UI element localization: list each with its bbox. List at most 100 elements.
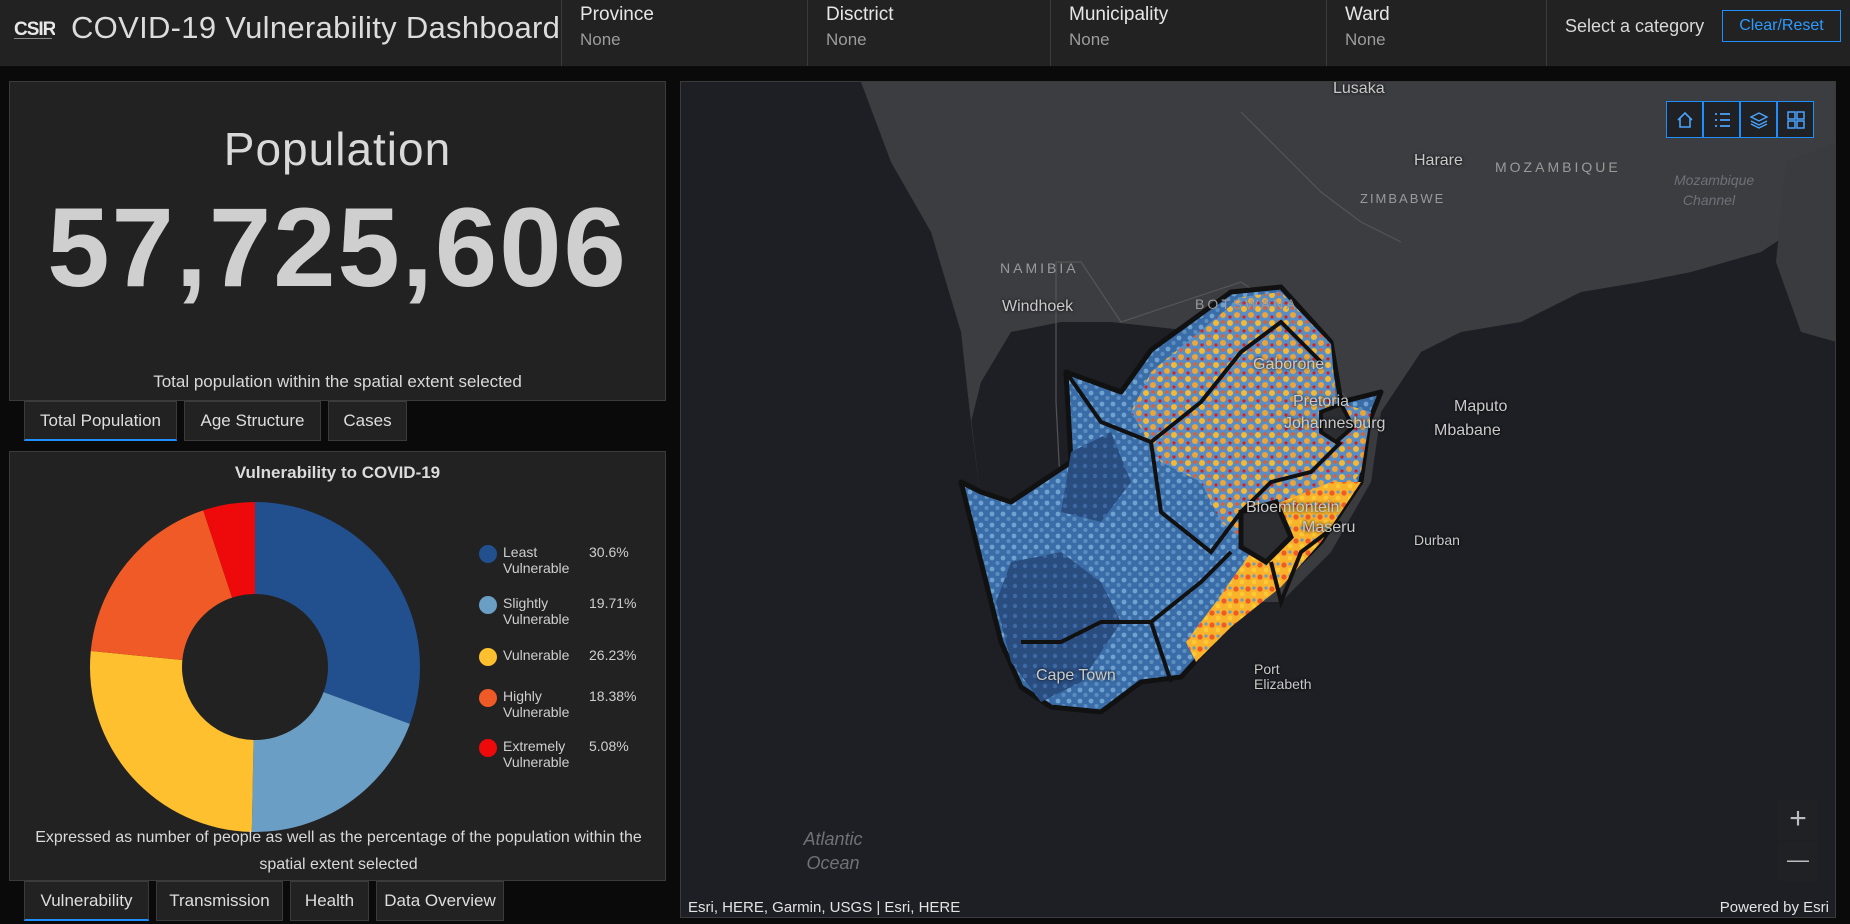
donut-slice-highly-vulnerable[interactable] — [90, 510, 233, 660]
population-panel: Population 57,725,606 Total population w… — [9, 81, 666, 401]
legend-swatch-slightly — [479, 596, 497, 614]
province-borders — [1064, 319, 1323, 445]
legend-pct-slightly: 19.71% — [589, 595, 637, 611]
zoom-in-button[interactable]: + — [1778, 800, 1818, 840]
map-label-maputo: Maputo — [1454, 398, 1508, 415]
map-label-johannesburg: Johannesburg — [1284, 415, 1386, 432]
municipality-value: None — [1069, 30, 1110, 49]
legend-pct-extremely: 5.08% — [589, 738, 629, 754]
district-value: None — [826, 30, 867, 49]
eswatini — [1319, 401, 1356, 445]
home-button[interactable] — [1666, 101, 1703, 138]
map-label-windhoek: Windhoek — [1002, 298, 1074, 315]
legend-label-highly: Highly Vulnerable — [503, 688, 570, 720]
app-header: CSIR COVID-19 Vulnerability Dashboard Pr… — [0, 0, 1850, 67]
legend-item-slightly[interactable]: Slightly Vulnerable 19.71% — [479, 590, 659, 630]
legend-list-icon — [1715, 113, 1730, 127]
province-borders-2 — [1149, 440, 1343, 555]
municipality-selector[interactable]: Municipality None — [1050, 0, 1327, 66]
layers-button[interactable] — [1740, 101, 1777, 138]
tab-cases[interactable]: Cases — [328, 401, 407, 441]
map-label-botswana: BOTSWANA — [1195, 296, 1299, 312]
province-borders-4 — [1149, 621, 1173, 683]
population-caption: Total population within the spatial exte… — [153, 372, 522, 391]
legend-label-slightly: Slightly Vulnerable — [503, 595, 570, 627]
map-label-namibia: NAMIBIA — [1000, 260, 1079, 276]
map-canvas[interactable] — [681, 82, 1836, 918]
map-label-gaborone: Gaborone — [1253, 356, 1325, 373]
powered-by-esri-link[interactable]: Powered by Esri — [1719, 899, 1829, 916]
province-borders-5 — [1269, 520, 1343, 609]
map-label-pretoria: Pretoria — [1293, 393, 1350, 410]
legend-pct-vulnerable: 26.23% — [589, 647, 637, 663]
clear-reset-button[interactable]: Clear/Reset — [1722, 10, 1841, 42]
app-title: COVID-19 Vulnerability Dashboard — [71, 10, 561, 45]
legend-item-least[interactable]: Least Vulnerable 30.6% — [479, 539, 659, 579]
tab-transmission[interactable]: Transmission — [156, 881, 283, 921]
ward-selector[interactable]: Ward None — [1326, 0, 1547, 66]
legend-label-extremely: Extremely Vulnerable — [503, 738, 570, 770]
ward-label: Ward — [1345, 4, 1390, 25]
vulnerability-donut-chart — [90, 502, 420, 832]
tab-vulnerability[interactable]: Vulnerability — [24, 881, 149, 921]
map-label-harare: Harare — [1414, 152, 1463, 169]
donut-slice-least-vulnerable[interactable] — [255, 502, 420, 724]
legend-swatch-extremely — [479, 739, 497, 757]
legend-swatch-highly — [479, 689, 497, 707]
district-selector[interactable]: Disctrict None — [807, 0, 1051, 66]
population-value: 57,725,606 — [47, 185, 628, 310]
vulnerability-chart-title: Vulnerability to COVID-19 — [234, 463, 441, 482]
basemap-gallery-button[interactable] — [1777, 101, 1814, 138]
legend-pct-least: 30.6% — [589, 544, 629, 560]
csir-logo: CSIR — [14, 19, 55, 40]
map-view[interactable]: Lusaka Harare Windhoek Gaborone Pretoria… — [680, 81, 1836, 918]
select-category-label: Select a category — [1565, 16, 1705, 36]
province-value: None — [580, 30, 621, 49]
layers-icon — [1749, 112, 1769, 129]
dark-interior-region-2 — [1061, 432, 1131, 522]
country-border-lines-3 — [1240, 111, 1402, 243]
tab-data-overview[interactable]: Data Overview — [376, 881, 504, 921]
map-label-atlantic-ocean: Atlantic Ocean — [803, 829, 863, 873]
map-label-mbabane: Mbabane — [1434, 422, 1501, 439]
home-icon — [1677, 111, 1693, 128]
map-label-durban: Durban — [1414, 532, 1460, 548]
tab-total-population[interactable]: Total Population — [24, 401, 177, 441]
map-label-maseru: Maseru — [1302, 519, 1356, 536]
lesotho — [1238, 498, 1294, 566]
legend-pct-highly: 18.38% — [589, 688, 637, 704]
legend-button[interactable] — [1703, 101, 1740, 138]
legend-item-highly[interactable]: Highly Vulnerable 18.38% — [479, 683, 659, 723]
map-label-port-elizabeth: Port Elizabeth — [1254, 661, 1312, 692]
land-northern-africa — [861, 82, 1835, 442]
header-divider — [1546, 0, 1548, 66]
map-label-lusaka: Lusaka — [1333, 81, 1385, 97]
tab-age-structure[interactable]: Age Structure — [184, 401, 321, 441]
vulnerability-caption: Expressed as number of people as well as… — [35, 829, 642, 873]
legend-item-vulnerable[interactable]: Vulnerable 26.23% — [479, 642, 659, 682]
donut-slice-extremely-vulnerable[interactable] — [203, 502, 255, 598]
legend-label-vulnerable: Vulnerable — [503, 647, 570, 663]
map-attribution[interactable]: Esri, HERE, Garmin, USGS | Esri, HERE — [688, 899, 961, 916]
donut-slice-vulnerable[interactable] — [90, 651, 254, 832]
vulnerability-panel: Vulnerability to COVID-19 Least Vulnerab… — [9, 451, 666, 881]
donut-slice-slightly-vulnerable[interactable] — [251, 692, 410, 832]
province-borders-3 — [1021, 550, 1233, 644]
district-label: Disctrict — [826, 4, 894, 25]
basemap-gallery-icon — [1787, 111, 1805, 129]
municipality-label: Municipality — [1069, 4, 1169, 25]
province-selector[interactable]: Province None — [561, 0, 807, 66]
legend-item-extremely[interactable]: Extremely Vulnerable 5.08% — [479, 733, 659, 773]
land-madagascar — [1776, 142, 1835, 342]
legend-swatch-least — [479, 545, 497, 563]
tab-health[interactable]: Health — [290, 881, 369, 921]
dark-interior-region — [996, 552, 1121, 702]
ward-value: None — [1345, 30, 1386, 49]
zoom-out-button[interactable]: — — [1778, 841, 1818, 881]
map-label-cape-town: Cape Town — [1036, 667, 1116, 684]
population-title: Population — [223, 123, 452, 175]
map-label-mozambique: MOZAMBIQUE — [1495, 159, 1621, 175]
map-label-mozambique-channel: Mozambique Channel — [1674, 172, 1755, 208]
map-label-zimbabwe: ZIMBABWE — [1360, 191, 1446, 206]
svg-text:CSIR: CSIR — [14, 19, 55, 40]
